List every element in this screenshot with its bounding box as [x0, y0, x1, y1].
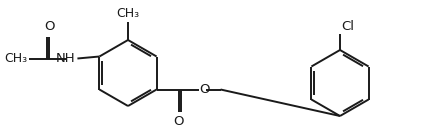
Text: NH: NH — [56, 52, 75, 65]
Text: O: O — [200, 83, 210, 96]
Text: O: O — [44, 21, 55, 34]
Text: CH₃: CH₃ — [117, 7, 140, 20]
Text: CH₃: CH₃ — [4, 52, 28, 65]
Text: Cl: Cl — [341, 20, 354, 33]
Text: O: O — [173, 115, 184, 128]
